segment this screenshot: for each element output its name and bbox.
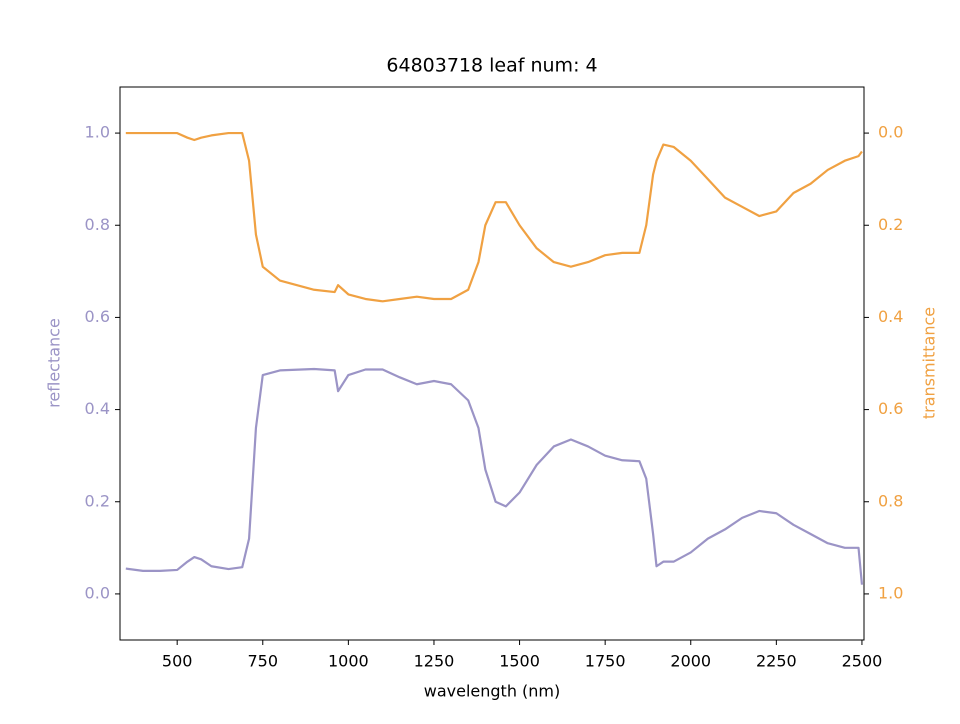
- series-line: [125, 131, 863, 303]
- y-axis-label: reflectance: [45, 318, 64, 408]
- y2-tick-label: 1.0: [878, 583, 903, 602]
- chart-title: 64803718 leaf num: 4: [386, 55, 597, 77]
- y-tick-label: 0.4: [85, 399, 110, 418]
- x-tick-label: 1000: [328, 652, 369, 671]
- y-tick-label: 0.6: [85, 307, 110, 326]
- y2-tick-label: 0.0: [878, 123, 903, 142]
- x-tick-label: 1500: [499, 652, 540, 671]
- y2-tick-label: 0.8: [878, 491, 903, 510]
- x-tick-label: 2500: [842, 652, 883, 671]
- y-tick-label: 0.0: [85, 583, 110, 602]
- plot-frame: [119, 86, 865, 641]
- x-tick-label: 2000: [670, 652, 711, 671]
- x-tick-label: 1250: [414, 652, 455, 671]
- x-tick-label: 500: [162, 652, 193, 671]
- y-tick-label: 0.2: [85, 491, 110, 510]
- y-tick-label: 1.0: [85, 123, 110, 142]
- y2-tick-label: 0.4: [878, 307, 903, 326]
- y-tick-label: 0.8: [85, 215, 110, 234]
- series-line: [125, 367, 864, 585]
- x-tick-label: 750: [248, 652, 279, 671]
- y2-tick-label: 0.6: [878, 399, 903, 418]
- x-axis-label: wavelength (nm): [424, 682, 561, 701]
- x-tick-label: 2250: [756, 652, 797, 671]
- x-tick-label: 1750: [585, 652, 626, 671]
- y2-axis-label: transmittance: [920, 307, 939, 419]
- y2-tick-label: 0.2: [878, 215, 903, 234]
